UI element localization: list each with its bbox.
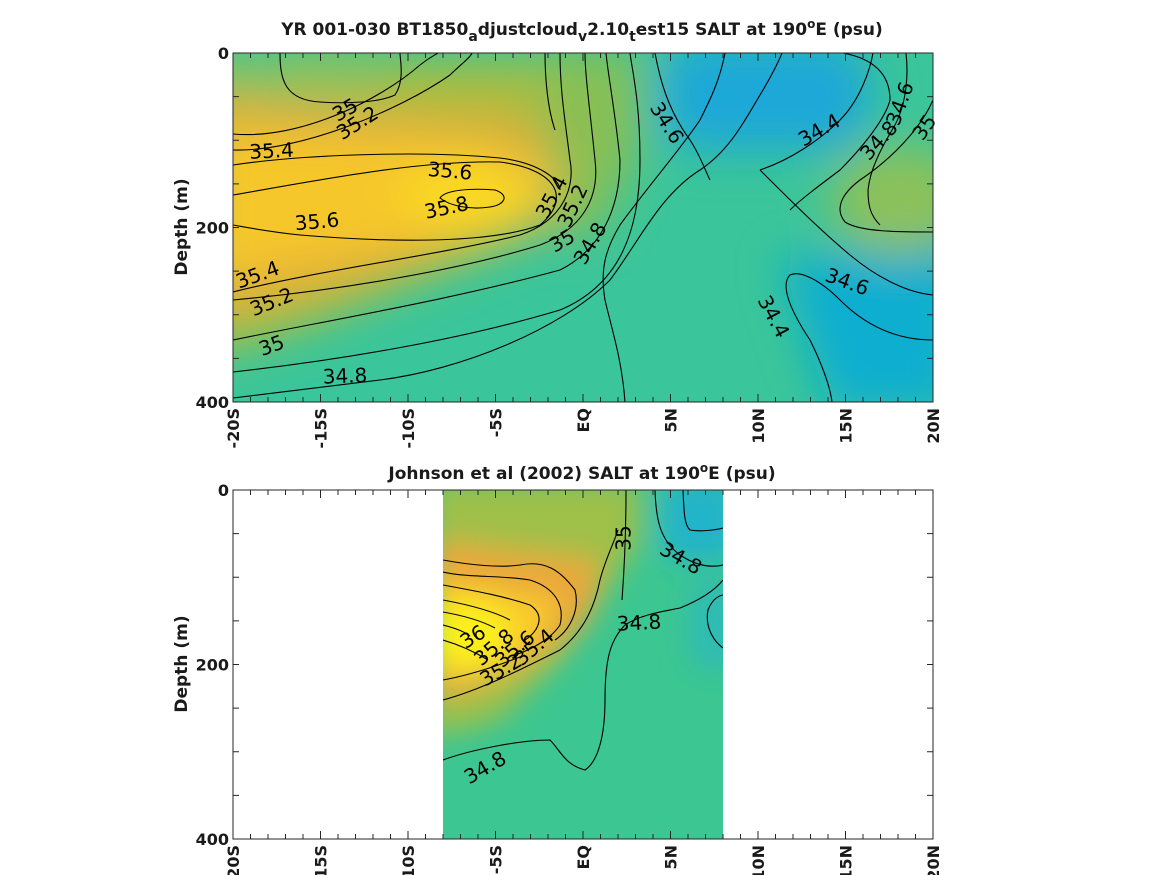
top-xtick-label: 5N — [662, 408, 681, 433]
bottom-xtick-label: 15N — [837, 845, 856, 875]
top-contour-label: 35.6 — [294, 207, 340, 235]
top-xtick-label: 20N — [924, 408, 943, 444]
bottom-xtick-label: EQ — [574, 845, 593, 870]
bottom-ytick-label: 400 — [196, 830, 229, 849]
bottom-xtick-label: 20N — [924, 845, 943, 875]
bottom-xtick-label: -10S — [399, 845, 418, 875]
top-title: YR 001-030 BT1850adjustcloudv2.10test15 … — [280, 17, 883, 45]
top-xtick-label: -5S — [487, 408, 506, 437]
top-ticks: -20S -15S -10S -5S EQ 5N 10N 15N 20N 0 200 400 — [196, 44, 943, 448]
bottom-salinity-field — [443, 490, 723, 839]
bottom-contours — [443, 490, 723, 771]
top-contour-label: 35.6 — [427, 157, 473, 185]
top-xtick-label: -20S — [224, 408, 243, 448]
top-ytick-label: 0 — [218, 44, 229, 63]
bottom-xtick-label: 10N — [749, 845, 768, 875]
bottom-xtick-label: -15S — [312, 845, 331, 875]
top-xtick-label: EQ — [574, 408, 593, 433]
bottom-xtick-label: -5S — [487, 845, 506, 874]
bottom-panel: Johnson et al (2002) SALT at 190oE (psu) — [172, 461, 943, 875]
top-xtick-label: -15S — [312, 408, 331, 448]
top-contour-label: 34.8 — [322, 363, 367, 389]
bottom-xtick-label: -20S — [224, 845, 243, 875]
top-panel: YR 001-030 BT1850adjustcloudv2.10test15 … — [172, 17, 943, 448]
bottom-contour-label: 34.8 — [616, 609, 662, 635]
top-xtick-label: -10S — [399, 408, 418, 448]
top-ytick-label: 400 — [196, 393, 229, 412]
top-contour-label: 35.4 — [249, 138, 295, 164]
top-salinity-field — [233, 53, 933, 402]
bottom-ylabel: Depth (m) — [172, 615, 192, 712]
bottom-ytick-label: 0 — [218, 481, 229, 500]
top-xtick-label: 10N — [749, 408, 768, 444]
bottom-ticks: -20S -15S -10S -5S EQ 5N 10N 15N 20N 0 200 400 — [196, 481, 943, 875]
bottom-ytick-label: 200 — [196, 656, 229, 675]
top-xtick-label: 15N — [837, 408, 856, 444]
top-ylabel: Depth (m) — [172, 178, 192, 275]
bottom-xtick-label: 5N — [662, 845, 681, 870]
top-contours — [233, 53, 933, 402]
bottom-contour-label: 35 — [611, 525, 635, 550]
top-ytick-label: 200 — [196, 219, 229, 238]
bottom-title: Johnson et al (2002) SALT at 190oE (psu) — [387, 461, 775, 484]
